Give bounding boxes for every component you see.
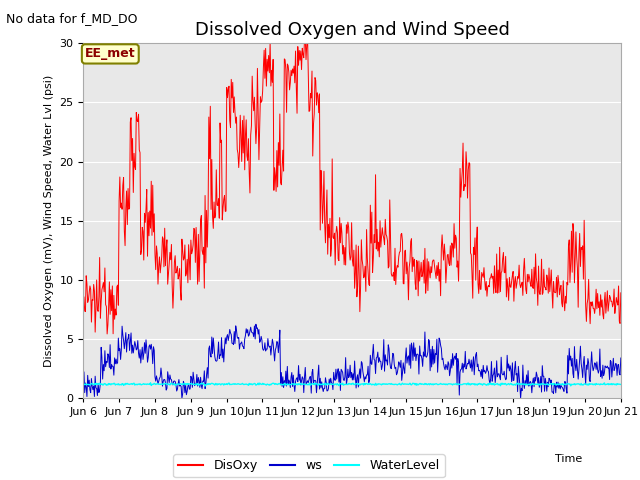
WaterLevel (435, 382, 442, 387)
ws (419, 363, 426, 369)
WaterLevel (200, 381, 207, 387)
WaterLevel (89, 381, 97, 387)
DisOxy (228, 95, 236, 101)
WaterLevel (147, 380, 154, 385)
Text: EE_met: EE_met (85, 48, 136, 60)
ws (178, 396, 186, 401)
DisOxy (435, 260, 442, 265)
DisOxy (303, 32, 311, 37)
Line: WaterLevel: WaterLevel (83, 383, 621, 386)
Line: DisOxy: DisOxy (83, 35, 621, 334)
Legend: DisOxy, ws, WaterLevel: DisOxy, ws, WaterLevel (173, 455, 445, 478)
ws (435, 354, 442, 360)
Line: ws: ws (83, 324, 621, 398)
WaterLevel (617, 382, 625, 387)
ws (89, 387, 97, 393)
WaterLevel (145, 382, 152, 387)
ws (145, 355, 152, 360)
WaterLevel (229, 381, 237, 387)
Y-axis label: Dissolved Oxygen (mV), Wind Speed, Water Lvl (psi): Dissolved Oxygen (mV), Wind Speed, Water… (44, 75, 54, 367)
ws (228, 340, 236, 346)
WaterLevel (201, 383, 209, 389)
DisOxy (617, 290, 625, 296)
ws (200, 378, 207, 384)
DisOxy (419, 270, 426, 276)
ws (617, 355, 625, 361)
Title: Dissolved Oxygen and Wind Speed: Dissolved Oxygen and Wind Speed (195, 21, 509, 39)
DisOxy (79, 304, 87, 310)
DisOxy (145, 233, 153, 239)
Text: No data for f_MD_DO: No data for f_MD_DO (6, 12, 138, 25)
DisOxy (200, 244, 207, 250)
ws (79, 389, 87, 395)
WaterLevel (79, 381, 87, 387)
WaterLevel (419, 381, 426, 387)
DisOxy (103, 331, 111, 337)
ws (252, 322, 260, 327)
Text: Time: Time (555, 454, 582, 464)
DisOxy (89, 298, 97, 303)
